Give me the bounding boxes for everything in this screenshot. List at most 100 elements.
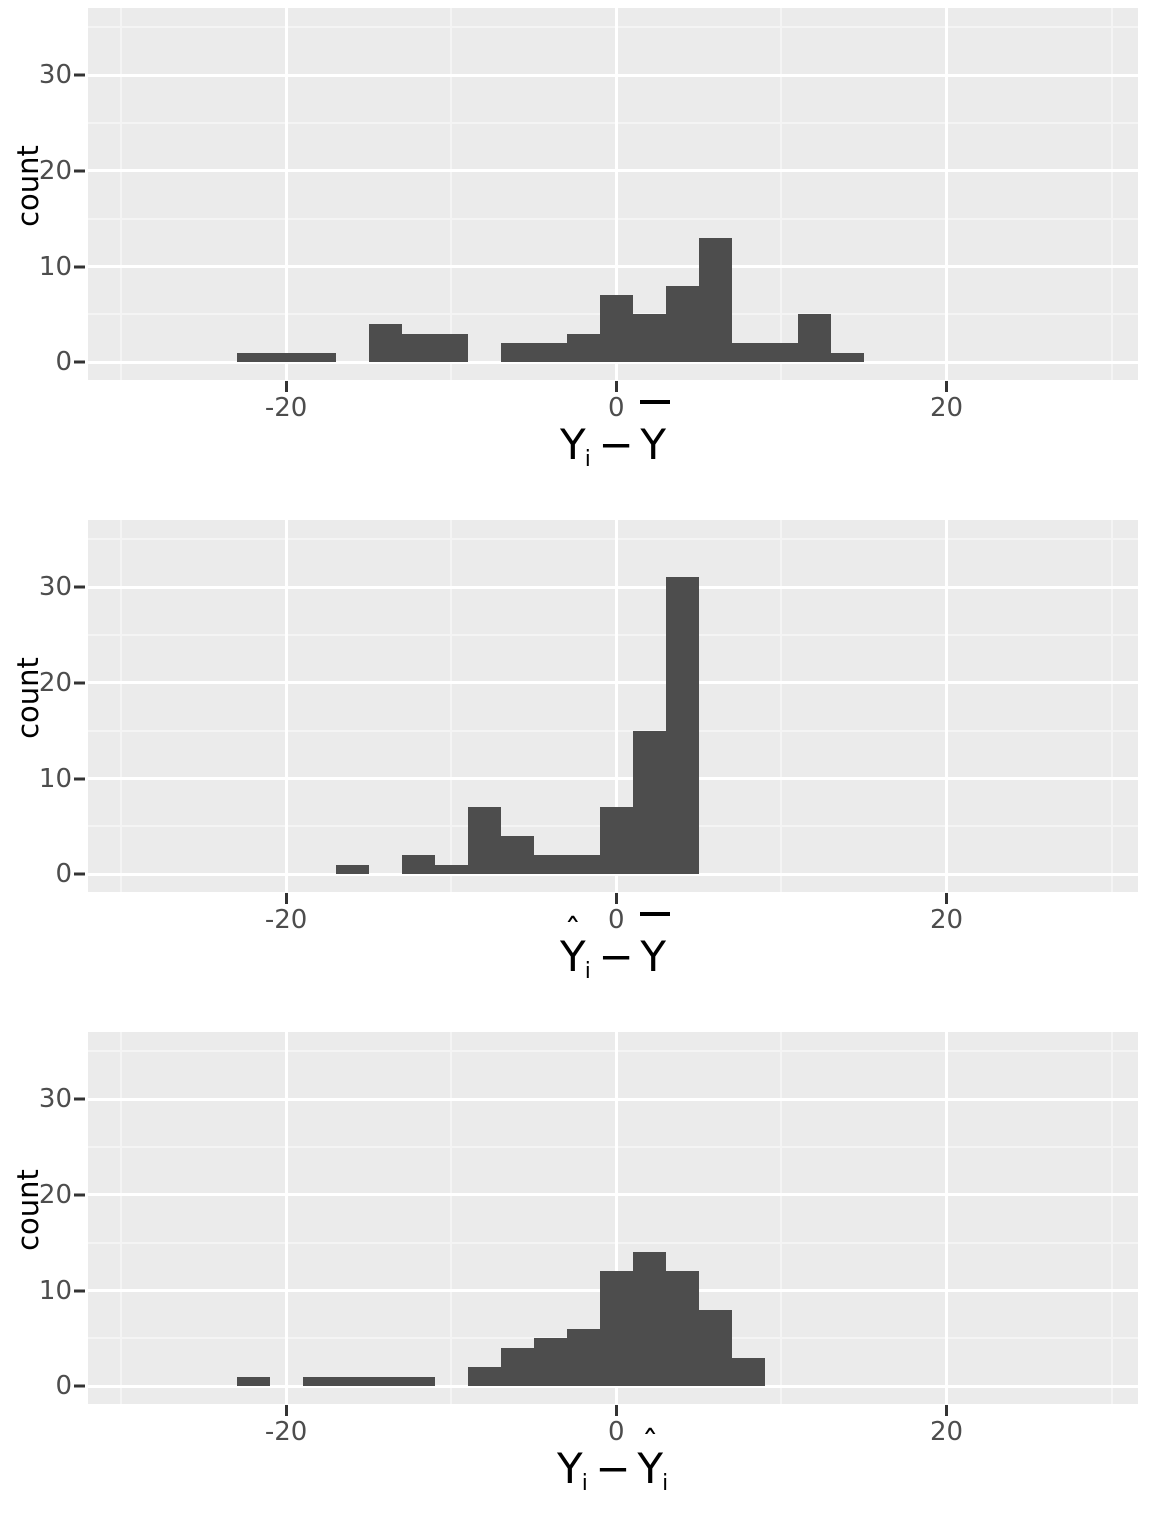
histogram-bar [533,1338,567,1387]
x-tick-label: 20 [929,1417,964,1447]
histogram-bar [764,343,798,363]
histogram-bar [632,730,666,875]
gridline-major-horizontal [88,872,1138,876]
y-tick-label: 0 [55,859,72,890]
histogram-bar [236,1376,270,1387]
math-variable: Y [640,912,670,981]
histogram-bar [269,352,303,363]
histogram-bar [401,333,435,363]
x-tick-mark [614,381,618,392]
gridline-minor-vertical [1110,1032,1113,1404]
gridline-major-horizontal [88,360,1138,364]
gridline-major-vertical [284,520,288,892]
gridline-major-vertical [944,1032,948,1404]
math-variable-subscript: i [584,446,591,472]
math-operator: − [598,932,634,981]
histogram-bar [533,855,567,875]
histogram-bar [500,835,534,875]
x-tick-label: -20 [264,393,308,423]
gridline-major-horizontal [88,681,1138,685]
math-variable-base: Y [640,420,667,469]
y-tick-mark [74,681,85,685]
x-tick-mark [284,893,288,904]
math-variable: Yi [557,1448,589,1494]
gridline-major-vertical [284,1032,288,1404]
overbar-accent-icon [640,912,670,917]
math-operator: − [598,420,634,469]
plot-panel-1 [88,8,1138,380]
histogram-bar [500,1347,534,1387]
y-tick-mark [74,265,85,269]
gridline-minor-vertical [450,520,453,892]
gridline-major-vertical [614,8,618,380]
gridline-minor-vertical [450,1032,453,1404]
y-tick-mark [74,1097,85,1101]
gridline-major-horizontal [88,169,1138,173]
x-tick-label: 0 [608,905,625,935]
x-tick-label: -20 [264,905,308,935]
math-variable: Y [640,400,670,469]
math-operator: − [595,1444,631,1493]
y-tick-mark [74,585,85,589]
histogram-bar [566,333,600,363]
histogram-bar [665,577,699,875]
y-tick-mark [74,360,85,364]
histogram-bar [566,1328,600,1387]
gridline-minor-horizontal [88,633,1138,636]
x-tick-mark [944,381,948,392]
gridline-minor-vertical [780,8,783,380]
gridline-major-vertical [944,520,948,892]
histogram-bar [368,323,402,363]
math-variable-subscript: i [662,1470,669,1496]
math-variable-base: Y [640,932,667,981]
y-tick-label: 10 [38,1275,72,1306]
histogram-bar [302,1376,336,1387]
gridline-minor-horizontal [88,538,1138,541]
y-tick-label: 0 [55,1371,72,1402]
y-tick-label: 30 [38,1084,72,1115]
x-tick-mark [284,1405,288,1416]
histogram-bar [731,343,765,363]
x-tick-mark [944,1405,948,1416]
y-tick-label: 0 [55,347,72,378]
histogram-bar [599,807,633,875]
gridline-minor-horizontal [88,1050,1138,1053]
x-axis-title-2: Y ˆ i − Y [88,912,1138,982]
gridline-minor-vertical [780,520,783,892]
histogram-bar [467,1367,501,1387]
y-tick-label: 30 [38,60,72,91]
y-tick-column-2: 0 10 20 30 [0,512,85,932]
math-expression: Y ˆ i − Y [560,912,670,982]
x-tick-label: 0 [608,393,625,423]
histogram-bar [632,1252,666,1387]
histogram-bar [665,1271,699,1387]
histogram-bar [698,1309,732,1387]
gridline-major-horizontal [88,1384,1138,1388]
gridline-major-horizontal [88,265,1138,269]
histogram-bar [467,807,501,875]
math-variable-base: Y [637,1444,663,1493]
histogram-bar [335,1376,369,1387]
histogram-bar [401,1376,435,1387]
y-tick-mark [74,872,85,876]
y-tick-label: 20 [38,667,72,698]
x-tick-mark [944,893,948,904]
histogram-bar [500,343,534,363]
gridline-major-vertical [944,8,948,380]
y-tick-mark [74,1289,85,1293]
facet-panel-2: count 0 10 20 30 Y ˆ i − Y -20 0 20 [0,512,1152,1024]
plot-panel-2 [88,520,1138,892]
math-expression: Yi − Y [560,400,670,470]
gridline-minor-vertical [780,1032,783,1404]
gridline-major-horizontal [88,1097,1138,1101]
x-tick-label: 0 [608,1417,625,1447]
x-tick-label: -20 [264,1417,308,1447]
math-expression: Yi − Y ˆ i [557,1427,669,1494]
histogram-bar [632,314,666,363]
gridline-major-horizontal [88,585,1138,589]
y-tick-mark [74,1384,85,1388]
x-tick-mark [284,381,288,392]
math-variable-subscript: i [581,1470,588,1496]
gridline-major-vertical [614,520,618,892]
